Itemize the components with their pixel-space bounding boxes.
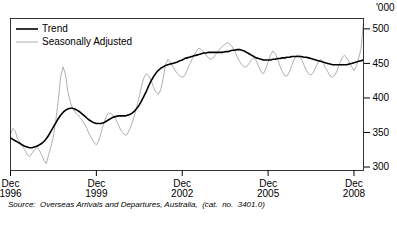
html-text:Source: Overseas Arrivals and: Source: Overseas Arrivals and Departures…	[8, 200, 265, 209]
svg-text:300: 300	[373, 161, 390, 172]
html-text:Trend: Trend	[42, 23, 68, 34]
svg-text:400: 400	[373, 92, 390, 103]
svg-text:Dec2008: Dec2008	[343, 178, 366, 199]
svg-text:'000: '000	[376, 2, 395, 13]
svg-text:350: 350	[373, 127, 390, 138]
svg-text:Dec2005: Dec2005	[257, 178, 280, 199]
svg-text:Dec2002: Dec2002	[171, 178, 194, 199]
svg-text:Dec1996: Dec1996	[0, 178, 22, 199]
html-text:Seasonally Adjusted: Seasonally Adjusted	[42, 36, 133, 47]
svg-text:500: 500	[373, 23, 390, 34]
svg-text:450: 450	[373, 58, 390, 69]
svg-text:Dec1999: Dec1999	[85, 178, 108, 199]
